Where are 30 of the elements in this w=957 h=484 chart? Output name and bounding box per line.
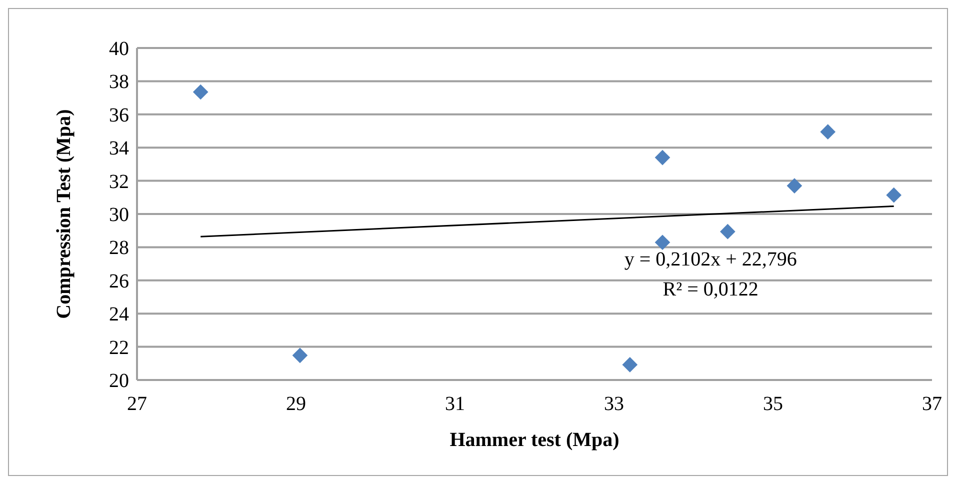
y-tick-label: 40 [109,38,129,60]
y-tick-label: 30 [109,204,129,226]
y-tick-label: 20 [109,370,129,392]
point [654,234,670,250]
annotation: R² = 0,0122 [662,278,758,300]
x-tick-label: 37 [922,393,942,415]
x-axis-title: Hammer test (Mpa) [450,429,620,451]
x-tick-label: 31 [445,393,465,415]
y-tick-label: 26 [109,270,129,292]
point [820,124,836,140]
y-tick-label: 38 [109,71,129,94]
y-tick-label: 32 [109,170,129,193]
annotation: y = 0,2102x + 22,796 [624,248,797,270]
y-axis-title: Compression Test (Mpa) [53,109,75,319]
y-tick-label: 34 [109,138,129,160]
y-tick-label: 28 [109,237,129,260]
point [886,187,902,203]
point [786,178,802,194]
x-tick-label: 29 [286,393,306,415]
y-tick-label: 22 [109,336,129,359]
point [720,224,736,240]
x-tick-label: 33 [604,393,624,415]
point [654,150,670,166]
x-tick-label: 35 [763,393,783,415]
point [192,84,208,100]
point [292,348,308,364]
y-tick-label: 36 [109,104,129,126]
y-tick-label: 24 [109,304,129,326]
point [622,357,638,372]
x-tick-label: 27 [127,393,147,415]
